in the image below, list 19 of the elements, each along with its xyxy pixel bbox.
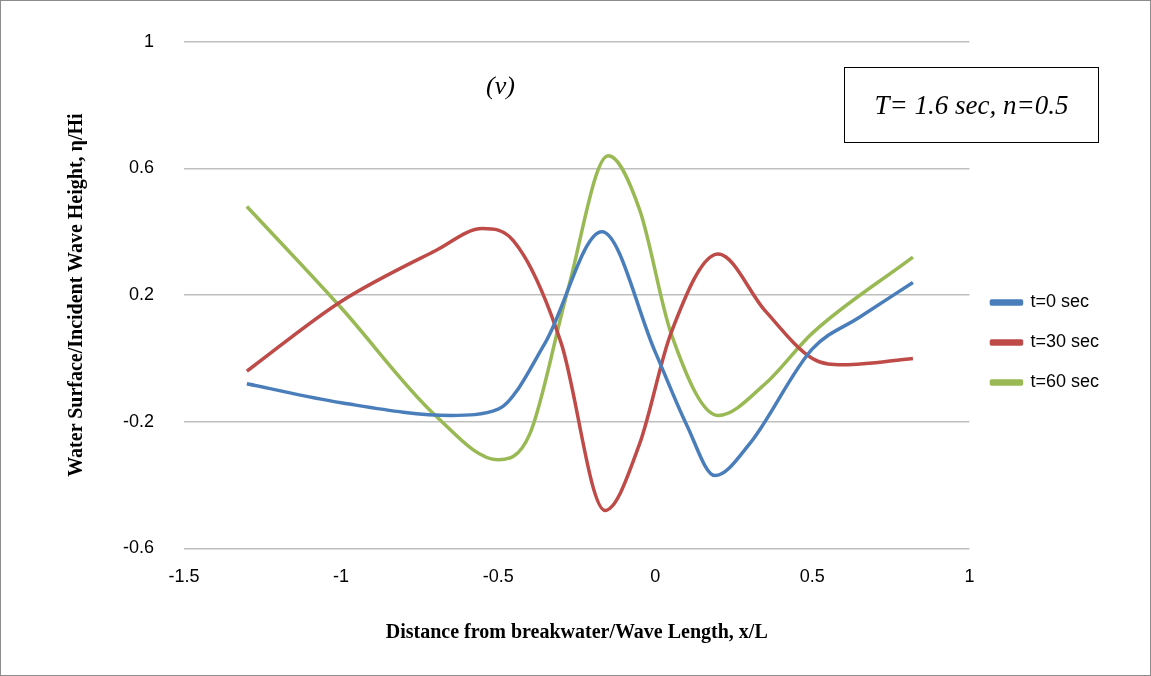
legend-label: t=30 sec <box>1030 331 1099 352</box>
y-tick-label: -0.2 <box>122 410 155 431</box>
x-tick-label: -1 <box>333 566 350 587</box>
legend-label: t=0 sec <box>1030 291 1089 312</box>
y-axis-title: Water Surface/Incident Wave Height, η/Hi <box>64 112 88 477</box>
annotation: (v) <box>486 71 515 101</box>
line-series <box>245 154 915 462</box>
y-tick-label: -0.6 <box>122 537 155 558</box>
x-axis-title: Distance from breakwater/Wave Length, x/L <box>385 620 768 644</box>
x-tick-label: -1.5 <box>168 566 200 587</box>
annotation: T= 1.6 sec, n=0.5 <box>844 67 1099 143</box>
legend-label: t=60 sec <box>1030 371 1099 392</box>
x-tick-label: 1 <box>964 566 975 587</box>
x-tick-label: -0.5 <box>482 566 514 587</box>
x-tick-label: 0.5 <box>799 566 825 587</box>
x-tick-label: 0 <box>650 566 661 587</box>
y-tick-label: 0.6 <box>128 157 155 178</box>
y-tick-label: 0.2 <box>128 284 155 305</box>
y-tick-label: 1 <box>144 30 155 51</box>
